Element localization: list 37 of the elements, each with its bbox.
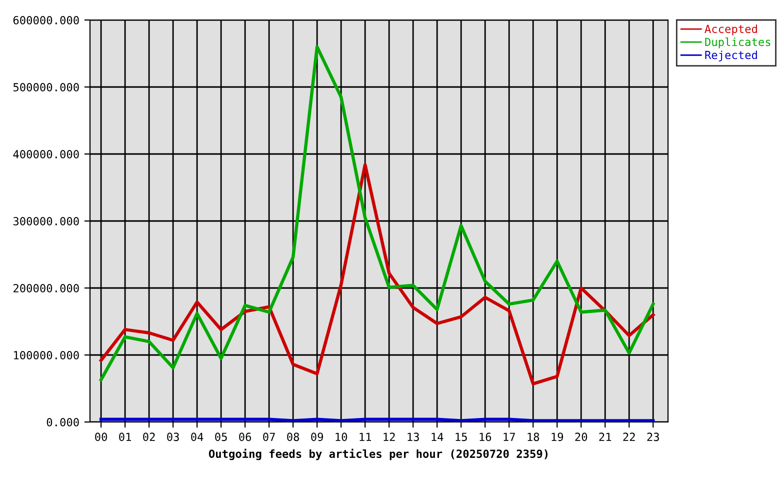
x-tick-label: 22 [623,432,635,441]
x-tick-label: 14 [432,432,444,441]
y-tick-label: 500000.000 [13,83,79,92]
x-tick-label: 19 [552,432,564,442]
y-tick-label: 600000.000 [13,16,79,24]
x-tick-label: 09 [311,432,324,442]
x-tick-label: 01 [119,432,131,442]
x-tick-label: 10 [336,432,348,442]
x-tick-label: 08 [287,432,300,442]
x-tick-label: 07 [263,432,275,442]
x-tick-label: 00 [95,432,108,442]
x-tick-label: 16 [480,432,492,442]
x-tick-label: 04 [191,432,204,442]
x-tick-label: 15 [456,432,467,442]
x-tick-label: 17 [504,432,515,441]
x-tick-label: 02 [143,432,155,442]
legend-label: Rejected [705,50,757,62]
line-series [99,45,655,382]
x-tick-label: 03 [167,432,179,442]
x-tick-label: 13 [408,432,419,442]
y-tick-label: 300000.000 [13,217,79,226]
x-tick-label: 06 [239,432,252,442]
x-tick-label: 12 [384,432,395,441]
x-tick-label: 20 [575,432,588,442]
x-tick-label: 11 [360,432,372,441]
legend-label: Duplicates [705,37,770,48]
x-tick-label: 21 [599,432,612,441]
legend-label: Accepted [704,24,757,36]
y-tick-label: 400000.000 [13,150,79,158]
x-tick-label: 18 [528,432,540,442]
y-tick-label: 100000.000 [14,351,79,360]
y-tick-label: 200000.000 [14,284,79,292]
x-axis-title: Outgoing feeds by articles per hour (20250720 2359) [208,448,548,460]
y-tick-label: 0.000 [46,418,79,426]
line-series [99,163,655,386]
x-tick-label: 23 [647,432,659,442]
x-tick-label: 05 [215,432,227,442]
